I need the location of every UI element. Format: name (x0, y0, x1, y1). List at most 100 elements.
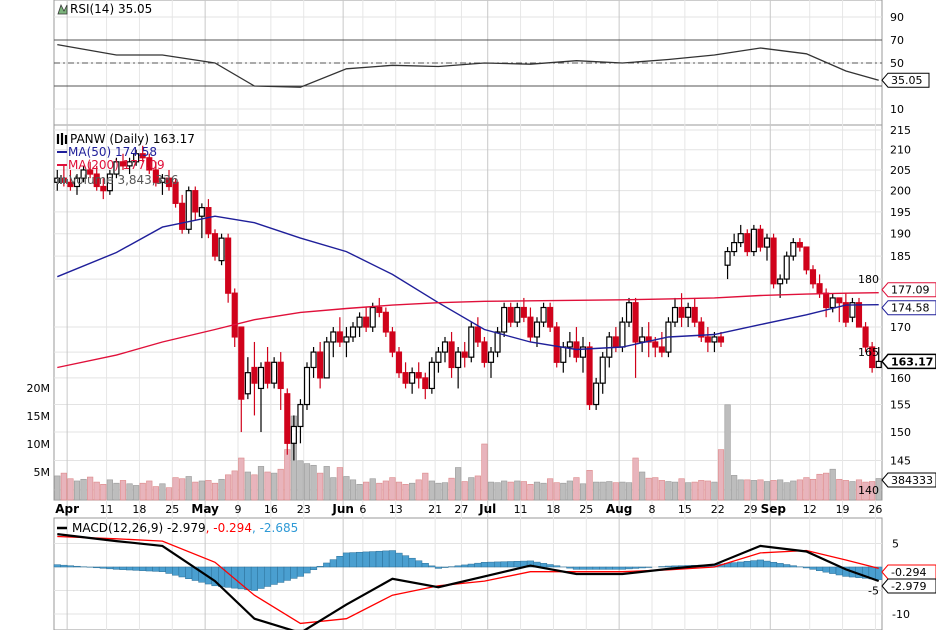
volume-bar (678, 478, 685, 501)
price-tick-label: 210 (890, 144, 911, 157)
candle-body (238, 326, 245, 400)
volume-bar (803, 477, 810, 501)
candle-body (685, 306, 692, 318)
macd-histogram-bar (743, 561, 751, 568)
volume-bar (816, 473, 823, 501)
macd-histogram-bar (99, 566, 107, 569)
date-tick-label: 23 (297, 503, 311, 516)
volume-bar (395, 481, 403, 501)
volume-bar (139, 482, 146, 501)
macd-histogram-bar (671, 565, 679, 568)
date-tick-label: 25 (165, 503, 179, 516)
macd-histogram-bar (224, 566, 232, 588)
candle-body (823, 292, 830, 309)
volume-bar (520, 481, 527, 501)
candle-body (731, 241, 738, 253)
candlestick-icon (56, 133, 68, 145)
volume-bar (363, 481, 370, 501)
candle-body (619, 321, 626, 348)
volume-bar (448, 477, 455, 501)
macd-histogram-bar (126, 566, 134, 571)
volume-bar (790, 480, 797, 501)
macd-histogram-bar (730, 562, 738, 568)
candle-body (349, 326, 357, 338)
ma50-badge: 174.58 (891, 302, 930, 315)
volume-bar (323, 466, 330, 501)
candle-body (303, 366, 311, 406)
macd-histogram-bar (165, 566, 173, 574)
macd-badge-box (881, 578, 936, 594)
candle-body (369, 306, 376, 328)
macd-histogram-bar (592, 566, 600, 570)
volume-bar (297, 460, 304, 501)
macd-histogram-bar (875, 566, 883, 580)
candle-body (507, 306, 514, 323)
volume-bar (369, 478, 376, 501)
volume-bar (185, 476, 192, 501)
volume-bar (487, 481, 495, 501)
date-tick-label: Jun (331, 502, 354, 516)
candle-body (855, 302, 863, 328)
macd-histogram-bar (408, 557, 416, 568)
volume-bar (376, 482, 383, 501)
ma200-legend-text: MA(200) 177.09 (68, 158, 165, 172)
candle-body (579, 346, 587, 358)
macd-tick-label: 5 (892, 538, 899, 551)
macd-histogram-bar (158, 566, 166, 572)
candle-body (540, 306, 547, 323)
macd-histogram-bar (467, 563, 475, 568)
price-tick-label: 195 (890, 206, 911, 219)
macd-histogram-bar (816, 566, 824, 572)
volume-bar (349, 479, 357, 501)
candle-body (126, 161, 133, 167)
candle-body (395, 351, 403, 374)
volume-bar (330, 477, 337, 501)
date-tick-label: Aug (606, 502, 632, 516)
macd-histogram-bar (270, 566, 278, 585)
candle-body (777, 278, 784, 285)
candle-body (277, 361, 284, 390)
date-tick-label: 8 (649, 503, 656, 516)
candle-body (330, 331, 337, 343)
candle-body (402, 372, 409, 384)
candle-body (336, 331, 343, 343)
price-tick-label: 185 (890, 250, 911, 263)
macd-histogram-bar (356, 551, 364, 568)
volume-bar (356, 484, 363, 501)
macd-histogram-bar (369, 551, 377, 568)
candle-body (455, 351, 462, 369)
volume-bars (54, 404, 882, 501)
macd-histogram-bar (290, 566, 298, 579)
candle-body (422, 377, 429, 390)
volume-tick-label: 15M (27, 410, 51, 423)
macd-tick-label: -5 (868, 585, 879, 598)
macd-histogram-bar (250, 566, 258, 591)
price-legend-text: PANW (Daily) 163.17 (70, 132, 195, 146)
macd-histogram-bar (60, 564, 68, 568)
volume-bar (80, 478, 87, 501)
macd-histogram-bar (428, 565, 436, 568)
macd-histogram-bar (112, 566, 120, 570)
candle-body (527, 316, 534, 338)
volume-bar (717, 449, 725, 501)
price-tick-label: 165 (858, 346, 879, 359)
ma50-legend-text: MA(50) 174.58 (68, 145, 157, 159)
rsi-badge-box (881, 72, 930, 88)
candle-body (310, 351, 317, 369)
date-tick-label: 26 (868, 503, 882, 516)
candle-body (93, 173, 100, 188)
macd-histogram-bar (776, 563, 784, 568)
candle-body (625, 302, 633, 323)
candle-body (441, 341, 449, 353)
date-tick-label: 9 (235, 503, 242, 516)
macd-histogram-bar (822, 566, 830, 573)
candle-body (717, 336, 725, 343)
volume-bar (60, 472, 67, 501)
volume-bar (579, 483, 587, 501)
volume-bar (382, 480, 389, 501)
candle-body (415, 372, 422, 379)
volume-bar (455, 467, 462, 501)
macd-histogram-bar (750, 560, 758, 568)
candle-body (586, 346, 593, 406)
axes: Apr 11 18 25 May 9 16 23 Jun 6 13 21 27 Jul 11 18 25 Aug 8… (27, 11, 912, 621)
